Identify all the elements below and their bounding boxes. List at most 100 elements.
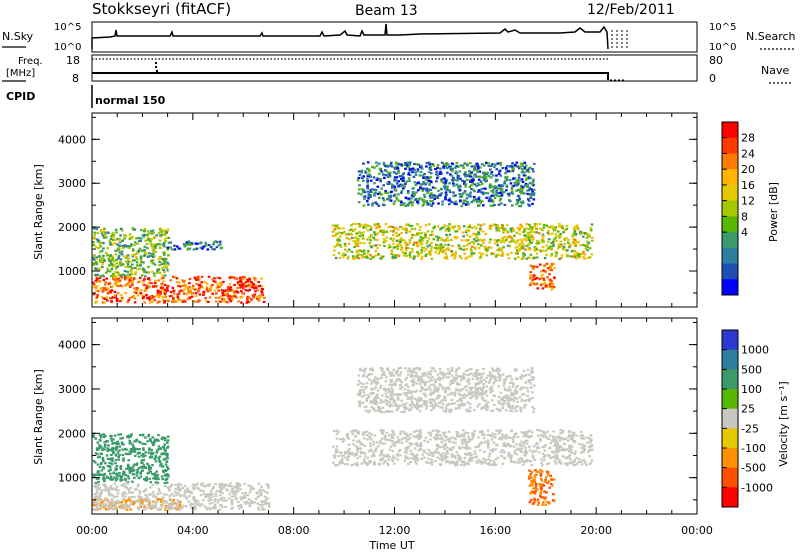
nave-right-tick-top: 80 xyxy=(709,54,723,67)
velocity-region-3 xyxy=(332,429,594,467)
power-cbar-swatch xyxy=(722,184,738,202)
vel-cbar-tick-label: 500 xyxy=(741,363,762,376)
nave-label: Nave xyxy=(761,64,789,77)
vel-cbar-tick-label: 25 xyxy=(741,403,755,416)
power-colorbar: 28 24 20 16 12 8 4 xyxy=(721,121,755,296)
x-tick-label: 20:00 xyxy=(580,524,612,537)
nsky-trace xyxy=(91,23,609,50)
cpid-label: CPID xyxy=(6,90,35,103)
power-ylabel: Slant Range [km] xyxy=(32,164,45,260)
vel-cbar-frame xyxy=(721,329,739,508)
power-cbar-tick-label: 20 xyxy=(741,163,755,176)
vel-cbar-swatch xyxy=(722,467,738,488)
nsky-panel-frame xyxy=(91,21,698,53)
y-tick-label: 4000 xyxy=(58,133,86,146)
power-cbar-swatch xyxy=(722,247,738,265)
y-tick-label: 2000 xyxy=(58,221,86,234)
x-tick-label: 12:00 xyxy=(379,524,411,537)
velocity-ylabel: Slant Range [km] xyxy=(32,369,45,465)
vel-cbar-swatch xyxy=(722,487,738,508)
freq-trace xyxy=(92,72,609,80)
power-cbar-swatch xyxy=(722,279,738,296)
vel-cbar-swatch xyxy=(722,428,738,449)
power-cbar-swatch xyxy=(722,153,738,170)
power-cbar-tick-label: 24 xyxy=(741,147,755,160)
power-axes: 4000 3000 2000 1000 xyxy=(58,113,698,307)
y-tick-label: 1000 xyxy=(58,472,86,485)
freq-dots xyxy=(155,62,158,72)
x-tick-label: 16:00 xyxy=(479,524,511,537)
nave-right-tick-bottom: 0 xyxy=(709,72,716,85)
power-region-3 xyxy=(331,222,594,260)
power-region-1 xyxy=(92,227,170,278)
freq-left-tick-bottom: 8 xyxy=(72,72,79,85)
power-cbar-swatch xyxy=(722,169,738,186)
vel-cbar-swatch xyxy=(722,369,738,390)
power-region-2 xyxy=(162,240,224,251)
power-region-5 xyxy=(356,161,536,208)
x-tick-label: 00:00 xyxy=(76,524,108,537)
velocity-region-4 xyxy=(528,469,556,506)
power-region-4 xyxy=(528,262,556,291)
velocity-region-2 xyxy=(92,482,271,511)
vel-cbar-tick-label: -100 xyxy=(741,442,766,455)
power-cbar-swatch xyxy=(722,200,738,217)
nsearch-trace xyxy=(611,30,628,50)
power-cbar-frame xyxy=(721,121,739,296)
nsky-left-tick-top: 10^5 xyxy=(54,22,81,33)
y-tick-label: 3000 xyxy=(58,383,86,396)
power-cbar-swatch xyxy=(722,122,738,139)
x-tick-label: 00:00 xyxy=(681,524,713,537)
vel-cbar-tick-label: 100 xyxy=(741,383,762,396)
power-cbar-tick-label: 16 xyxy=(741,179,755,192)
power-cbar-swatch xyxy=(722,232,738,249)
vel-cbar-swatch xyxy=(722,408,738,429)
x-tick-labels: 00:00 04:00 08:00 12:00 16:00 20:00 00:00 xyxy=(76,524,713,537)
velocity-region-0 xyxy=(92,433,170,485)
power-region-0 xyxy=(92,275,266,304)
vel-cbar-tick-label: 1000 xyxy=(741,344,769,357)
power-cbar-tick-label: 8 xyxy=(741,210,748,223)
vel-cbar-tick-label: -25 xyxy=(741,422,759,435)
y-tick-label: 1000 xyxy=(58,265,86,278)
freq-left-tick-top: 18 xyxy=(66,54,80,67)
velocity-colorbar-label: Velocity [m s⁻¹] xyxy=(777,381,790,466)
date-title: 12/Feb/2011 xyxy=(587,2,675,18)
x-tick-label: 08:00 xyxy=(278,524,310,537)
velocity-panel-frame xyxy=(91,317,698,515)
vel-cbar-swatch xyxy=(722,349,738,370)
power-cbar-tick-label: 12 xyxy=(741,195,755,208)
nsky-label: N.Sky xyxy=(2,30,34,43)
vel-cbar-swatch xyxy=(722,330,738,351)
nsky-right-tick-bottom: 10^0 xyxy=(709,42,736,53)
freq-panel-frame xyxy=(91,54,698,82)
power-cbar-tick-label: 4 xyxy=(741,226,748,239)
freq-label-line1: Freq. xyxy=(18,56,43,67)
y-tick-label: 2000 xyxy=(58,427,86,440)
x-tick-label: 04:00 xyxy=(177,524,209,537)
power-heatmap xyxy=(92,161,594,304)
power-cbar-tick-label: 28 xyxy=(741,132,755,145)
power-panel-frame xyxy=(91,112,698,308)
nsearch-label: N.Search xyxy=(746,30,796,43)
vel-cbar-swatch xyxy=(722,448,738,469)
cpid-value: normal 150 xyxy=(95,94,166,107)
power-colorbar-label: Power [dB] xyxy=(767,182,780,242)
power-cbar-swatch xyxy=(722,263,738,280)
freq-label-line2: [MHz] xyxy=(6,68,35,79)
velocity-axes: 4000 3000 2000 1000 xyxy=(58,318,698,514)
power-cbar-swatch xyxy=(722,216,738,233)
velocity-colorbar: 1000 500 100 25 -25 -100 -500 -1000 xyxy=(721,329,773,508)
power-cbar-swatch xyxy=(722,137,738,154)
nsky-left-tick-bottom: 10^0 xyxy=(54,42,81,53)
vel-cbar-tick-label: -500 xyxy=(741,462,766,475)
station-title: Stokkseyri (fitACF) xyxy=(92,0,231,18)
vel-cbar-swatch xyxy=(722,389,738,410)
x-axis-label: Time UT xyxy=(368,539,414,552)
vel-cbar-tick-label: -1000 xyxy=(741,481,773,494)
y-tick-label: 3000 xyxy=(58,177,86,190)
beam-title: Beam 13 xyxy=(355,3,418,19)
nsky-right-tick-top: 10^5 xyxy=(709,22,736,33)
velocity-region-5 xyxy=(356,366,536,414)
